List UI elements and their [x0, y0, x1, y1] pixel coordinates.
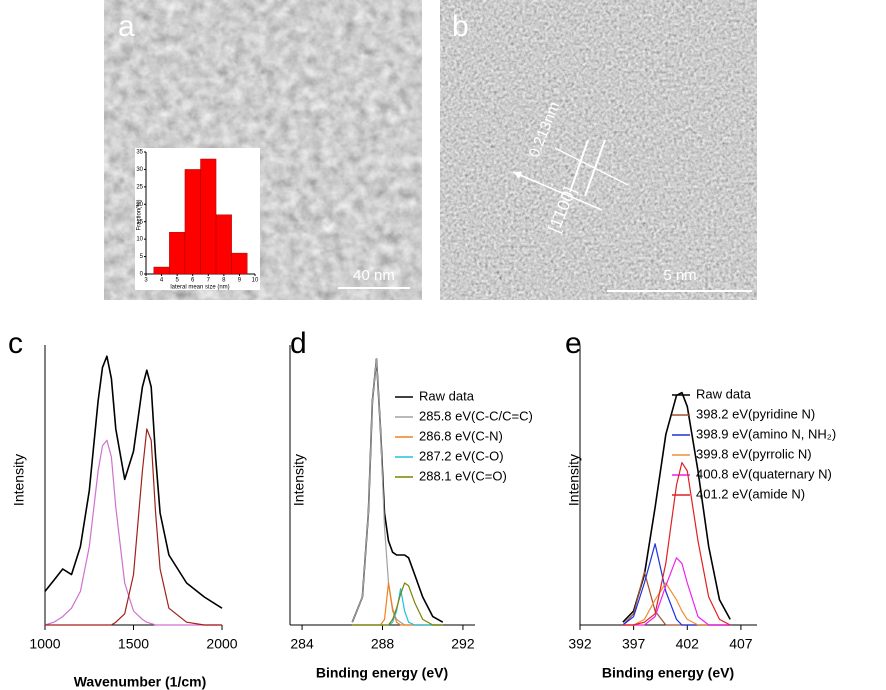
bar	[169, 231, 186, 275]
x-tick-label: 1500	[118, 636, 149, 652]
scale-bar-label: 40 nm	[353, 267, 395, 284]
panel-label: d	[290, 327, 307, 360]
x-tick-label: 6	[191, 278, 195, 284]
bar	[215, 214, 232, 275]
scale-bar-label: 5 nm	[663, 267, 696, 284]
x-tick-label: 9	[238, 278, 242, 284]
x-tick-label: 2000	[206, 636, 237, 652]
arrow	[512, 171, 603, 211]
y-tick-label: 10	[136, 237, 143, 243]
x-axis-label: Wavenumber (1/cm)	[74, 674, 207, 690]
series-line	[622, 543, 731, 626]
legend-label: 398.2 eV(pyridine N)	[696, 406, 815, 421]
x-tick-label: 1000	[29, 636, 60, 652]
arrow	[554, 147, 629, 186]
series-line	[352, 582, 443, 626]
x-tick-label: 4	[160, 278, 164, 284]
legend-label: 399.8 eV(pyrrolic N)	[696, 446, 812, 461]
x-tick-label: 284	[290, 636, 314, 652]
legend-label: 285.8 eV(C-C/C=C)	[419, 408, 533, 423]
fringe-line	[569, 139, 589, 193]
x-tick-label: 288	[371, 636, 395, 652]
x-tick-label: 407	[729, 636, 753, 652]
series-line	[622, 462, 731, 626]
y-tick-label: 20	[136, 202, 143, 208]
panel-label: a	[118, 10, 135, 43]
x-tick-label: 10	[252, 278, 259, 284]
series-line	[45, 428, 222, 626]
legend-label: 286.8 eV(C-N)	[419, 428, 503, 443]
x-tick-label: 402	[676, 636, 700, 652]
legend-label: Raw data	[419, 388, 475, 403]
series-line	[44, 355, 223, 609]
x-axis-label: Binding energy (eV)	[602, 665, 734, 681]
y-tick-label: 30	[136, 167, 143, 173]
x-tick-label: 5	[175, 278, 179, 284]
panel-label: e	[565, 327, 582, 360]
y-axis-label: Intensity	[11, 454, 27, 506]
panel-label: c	[8, 327, 23, 360]
x-tick-label: 7	[207, 278, 211, 284]
y-axis-label: Intensity	[291, 454, 307, 506]
x-tick-label: 3	[144, 278, 148, 284]
tem-image-b	[440, 0, 757, 300]
y-tick-label: 35	[136, 150, 143, 156]
legend-label: 398.9 eV(amino N, NH₂)	[696, 426, 836, 441]
x-axis-label: lateral mean size (nm)	[170, 285, 229, 291]
x-tick-label: 392	[568, 636, 592, 652]
bar	[200, 158, 217, 275]
legend-label: 288.1 eV(C=O)	[419, 468, 507, 483]
y-tick-label: 25	[136, 184, 143, 190]
arrow-head	[513, 172, 522, 179]
x-axis-label: Binding energy (eV)	[316, 665, 448, 681]
bar	[184, 169, 201, 275]
x-tick-label: 397	[622, 636, 646, 652]
y-axis-label: Fraction(%)	[137, 199, 143, 230]
legend-label: 400.8 eV(quaternary N)	[696, 466, 832, 481]
panel-label: b	[452, 10, 469, 43]
series-line	[622, 557, 731, 626]
y-axis-label: Intensity	[566, 454, 582, 506]
legend-label: Raw data	[696, 386, 752, 401]
bar	[153, 266, 170, 275]
y-tick-label: 0	[140, 272, 144, 278]
x-tick-label: 292	[451, 636, 475, 652]
series-line	[44, 439, 222, 626]
y-tick-label: 15	[136, 219, 143, 225]
legend-label: 287.2 eV(C-O)	[419, 448, 504, 463]
y-tick-label: 5	[140, 254, 144, 260]
legend-label: 401.2 eV(amide N)	[696, 486, 805, 501]
tem-image-a	[104, 0, 422, 300]
bar	[231, 252, 248, 275]
x-tick-label: 8	[222, 278, 226, 284]
